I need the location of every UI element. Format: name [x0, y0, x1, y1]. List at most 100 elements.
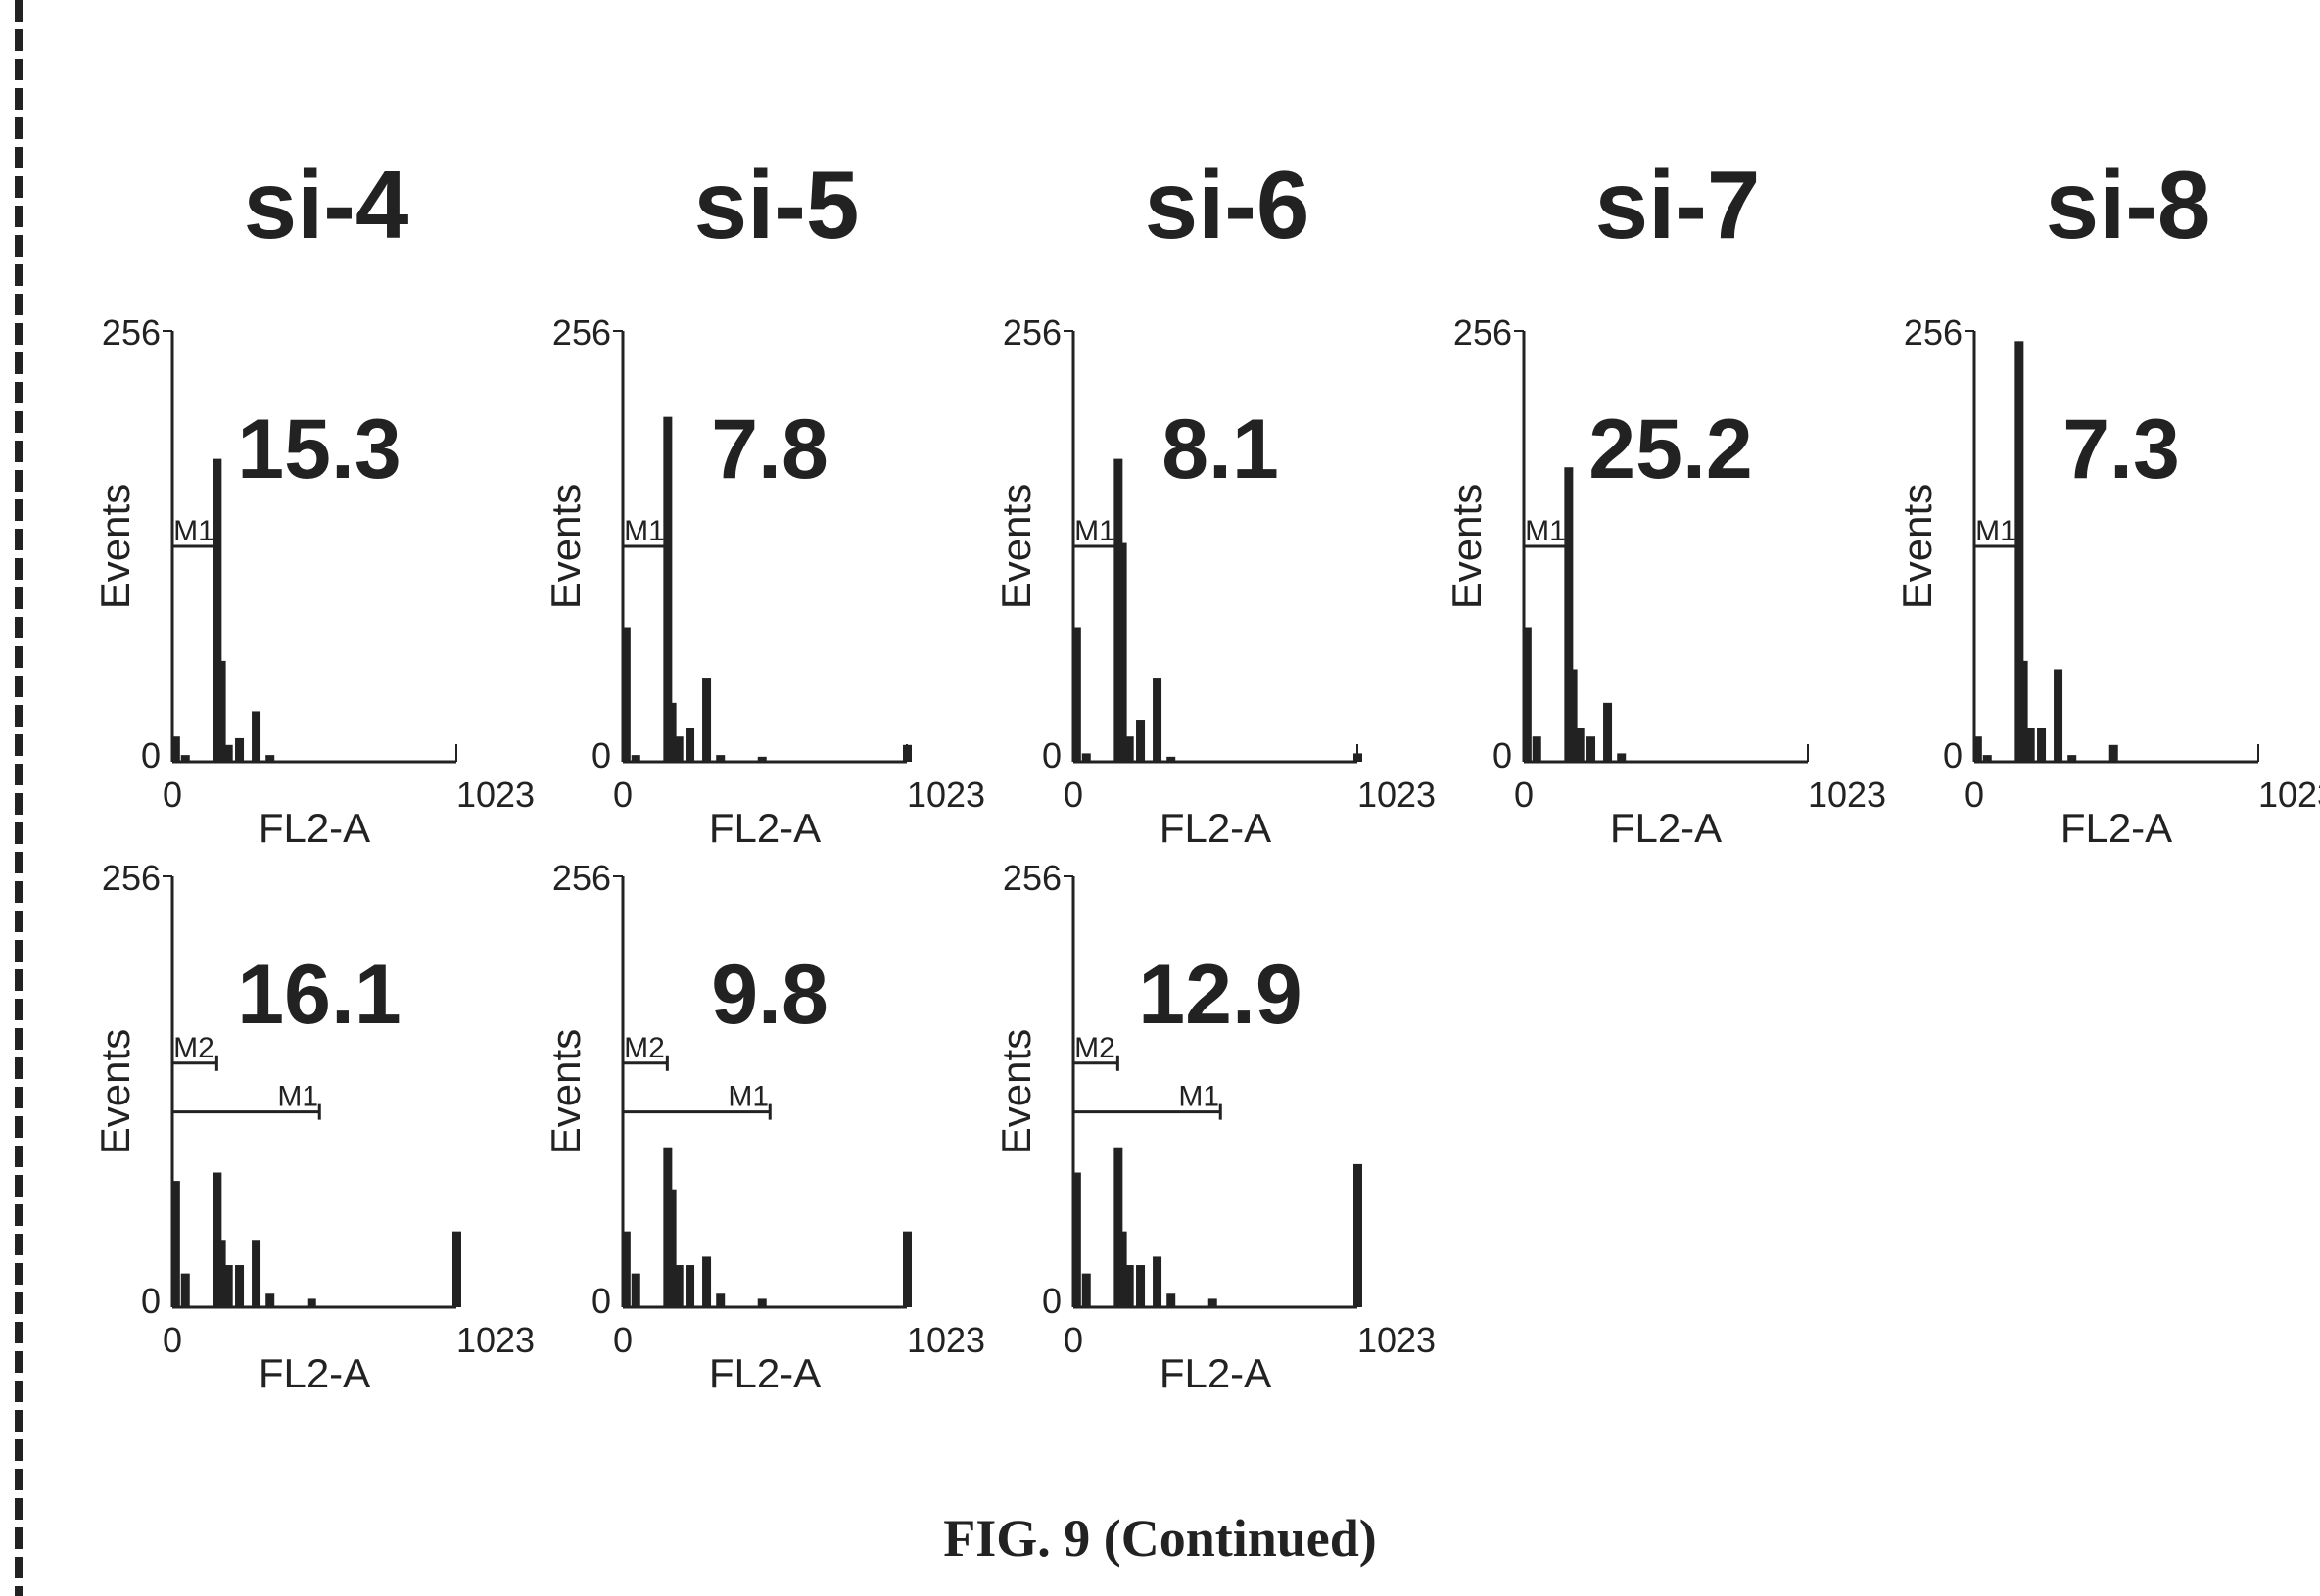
histogram-bar: [1153, 678, 1162, 762]
histogram-bar: [2108, 744, 2118, 762]
marker-label-m1: M1: [1975, 515, 2016, 547]
x-tick-label-max: 1023: [2258, 775, 2320, 815]
y-tick-label-top: 256: [1003, 312, 1062, 352]
x-tick-label-zero: 0: [163, 775, 182, 815]
y-tick-label-top: 256: [1453, 312, 1512, 352]
marker-label-m1: M1: [1178, 1081, 1219, 1113]
histogram-bar: [903, 1231, 912, 1307]
percentage-annotation: 7.3: [2062, 402, 2180, 496]
x-axis-label: FL2-A: [2060, 805, 2172, 851]
x-axis-label: FL2-A: [709, 805, 821, 851]
histogram-panel: 256 00 1023 FL2-A Events M2 M1 16.1: [92, 858, 535, 1396]
x-tick-label-zero: 0: [613, 775, 633, 815]
histogram-bar: [2018, 660, 2028, 762]
y-tick-label-zero: 0: [592, 1281, 611, 1321]
histogram-bar: [621, 1231, 631, 1307]
y-tick-label-zero: 0: [1943, 735, 1963, 775]
y-tick-label-top: 256: [1904, 312, 1963, 352]
x-tick-label-zero: 0: [1965, 775, 1984, 815]
histogram-bar: [621, 627, 631, 762]
histogram-bar: [667, 702, 677, 762]
y-tick-label-top: 256: [1003, 858, 1062, 898]
histogram-panel: 256 00 1023 FL2-A Events M2 M1 12.9: [993, 858, 1436, 1396]
histogram-bar: [1081, 753, 1091, 762]
histogram-bar: [757, 756, 767, 762]
histogram-bar: [1124, 736, 1134, 762]
marker-label-m1: M1: [624, 515, 665, 547]
histogram-bar: [674, 736, 684, 762]
histogram-bar: [265, 1293, 275, 1307]
y-axis-label: Events: [1894, 484, 1940, 609]
histogram-bar: [716, 1293, 726, 1307]
histogram-bar: [663, 416, 673, 762]
histogram-bar: [1522, 627, 1532, 762]
x-axis-label: FL2-A: [709, 1350, 821, 1396]
x-tick-label-zero: 0: [1064, 775, 1083, 815]
histogram-bar: [1117, 1231, 1127, 1307]
x-tick-label-max: 1023: [1808, 775, 1886, 815]
column-title-si-5: si-5: [693, 151, 860, 258]
histogram-bar: [674, 1265, 684, 1307]
y-tick-label-zero: 0: [141, 735, 161, 775]
marker-label-m1: M1: [1525, 515, 1566, 547]
histogram-bar: [1166, 1293, 1176, 1307]
histogram-bar: [1081, 1273, 1091, 1307]
x-axis-label: FL2-A: [1610, 805, 1722, 851]
x-axis-label: FL2-A: [259, 1350, 370, 1396]
x-tick-label-max: 1023: [1357, 775, 1436, 815]
y-tick-label-zero: 0: [1492, 735, 1512, 775]
histogram-bar: [223, 1265, 233, 1307]
y-axis-label: Events: [993, 484, 1039, 609]
x-axis-label: FL2-A: [1160, 1350, 1271, 1396]
percentage-annotation: 16.1: [237, 948, 401, 1042]
histogram-bar: [307, 1298, 316, 1307]
histogram-panel: 256 00 1023 FL2-A Events M2 M1 9.8: [543, 858, 985, 1396]
y-tick-label-zero: 0: [1042, 735, 1062, 775]
column-title-si-7: si-7: [1594, 151, 1761, 258]
histogram-bar: [1153, 1256, 1162, 1307]
histogram-panel: 256 00 1023 FL2-A Events M1 7.8: [543, 312, 985, 851]
histogram-panel: 256 00 1023 FL2-A Events M1 25.2: [1444, 312, 1886, 851]
histogram-bar: [1353, 1163, 1362, 1307]
histogram-bar: [2054, 669, 2063, 762]
histogram-bar: [1603, 702, 1613, 762]
y-axis-label: Events: [993, 1029, 1039, 1154]
marker-label-m1: M1: [1074, 515, 1115, 547]
histogram-bar: [452, 1231, 461, 1307]
histogram-bar: [213, 458, 222, 762]
histogram-bar: [170, 736, 180, 762]
y-tick-label-top: 256: [552, 858, 611, 898]
histogram-bar: [1207, 1298, 1217, 1307]
histogram-bar: [2025, 728, 2035, 762]
x-tick-label-zero: 0: [613, 1320, 633, 1360]
histogram-bar: [180, 755, 190, 762]
histogram-bar: [235, 737, 245, 762]
histogram-bar: [702, 1256, 712, 1307]
marker-label-m2: M2: [173, 1032, 214, 1064]
figure-caption: FIG. 9 (Continued): [943, 1509, 1377, 1568]
y-tick-label-top: 256: [102, 858, 161, 898]
x-tick-label-max: 1023: [1357, 1320, 1436, 1360]
percentage-annotation: 7.8: [711, 402, 829, 496]
histogram-panel: 256 00 1023 FL2-A Events M1 15.3: [92, 312, 535, 851]
marker-label-m2: M2: [624, 1032, 665, 1064]
histogram-bar: [667, 1189, 677, 1307]
histogram-bar: [1586, 736, 1596, 762]
histogram-bar: [223, 744, 233, 762]
histogram-bar: [1568, 669, 1578, 762]
marker-label-m1: M1: [277, 1081, 318, 1113]
histogram-bar: [1972, 736, 1982, 762]
histogram-bar: [1575, 728, 1585, 762]
x-tick-label-max: 1023: [456, 1320, 535, 1360]
histogram-bar: [716, 755, 726, 762]
y-tick-label-top: 256: [102, 312, 161, 352]
histogram-bar: [1532, 736, 1541, 762]
histogram-bar: [1124, 1265, 1134, 1307]
y-tick-label-zero: 0: [592, 735, 611, 775]
percentage-annotation: 12.9: [1138, 948, 1302, 1042]
y-axis-label: Events: [92, 1029, 138, 1154]
histogram-bar: [631, 1273, 640, 1307]
histogram-bar: [1166, 756, 1176, 762]
x-axis-label: FL2-A: [1160, 805, 1271, 851]
